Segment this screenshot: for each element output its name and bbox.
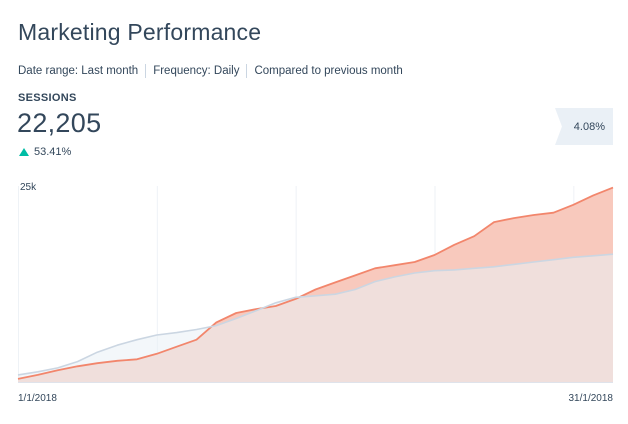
series-line-current: [17, 186, 614, 380]
comparison-badge-value: 4.08%: [573, 120, 605, 133]
report-filters: Date range: Last month Frequency: Daily …: [18, 64, 403, 78]
metric-label: SESSIONS: [18, 92, 77, 104]
metric-change: 53.41%: [19, 146, 71, 158]
filter-divider: [145, 64, 147, 78]
series-line-previous: [17, 253, 614, 376]
x-axis-tick-label-end: 31/1/2018: [569, 393, 614, 404]
report-title: Marketing Performance: [18, 19, 262, 45]
metric-change-value: 53.41%: [34, 146, 72, 158]
x-axis-tick-label-start: 1/1/2018: [18, 393, 57, 404]
date-range-filter[interactable]: Date range: Last month: [18, 65, 139, 77]
filter-divider: [246, 64, 248, 78]
y-axis-tick-label: 25k: [20, 182, 37, 193]
comparison-filter[interactable]: Compared to previous month: [254, 65, 403, 77]
trend-up-icon: [19, 148, 29, 156]
frequency-filter[interactable]: Frequency: Daily: [153, 65, 240, 77]
chart-lines: [17, 186, 614, 380]
metric-value: 22,205: [17, 108, 102, 138]
comparison-badge: 4.08%: [555, 108, 613, 145]
